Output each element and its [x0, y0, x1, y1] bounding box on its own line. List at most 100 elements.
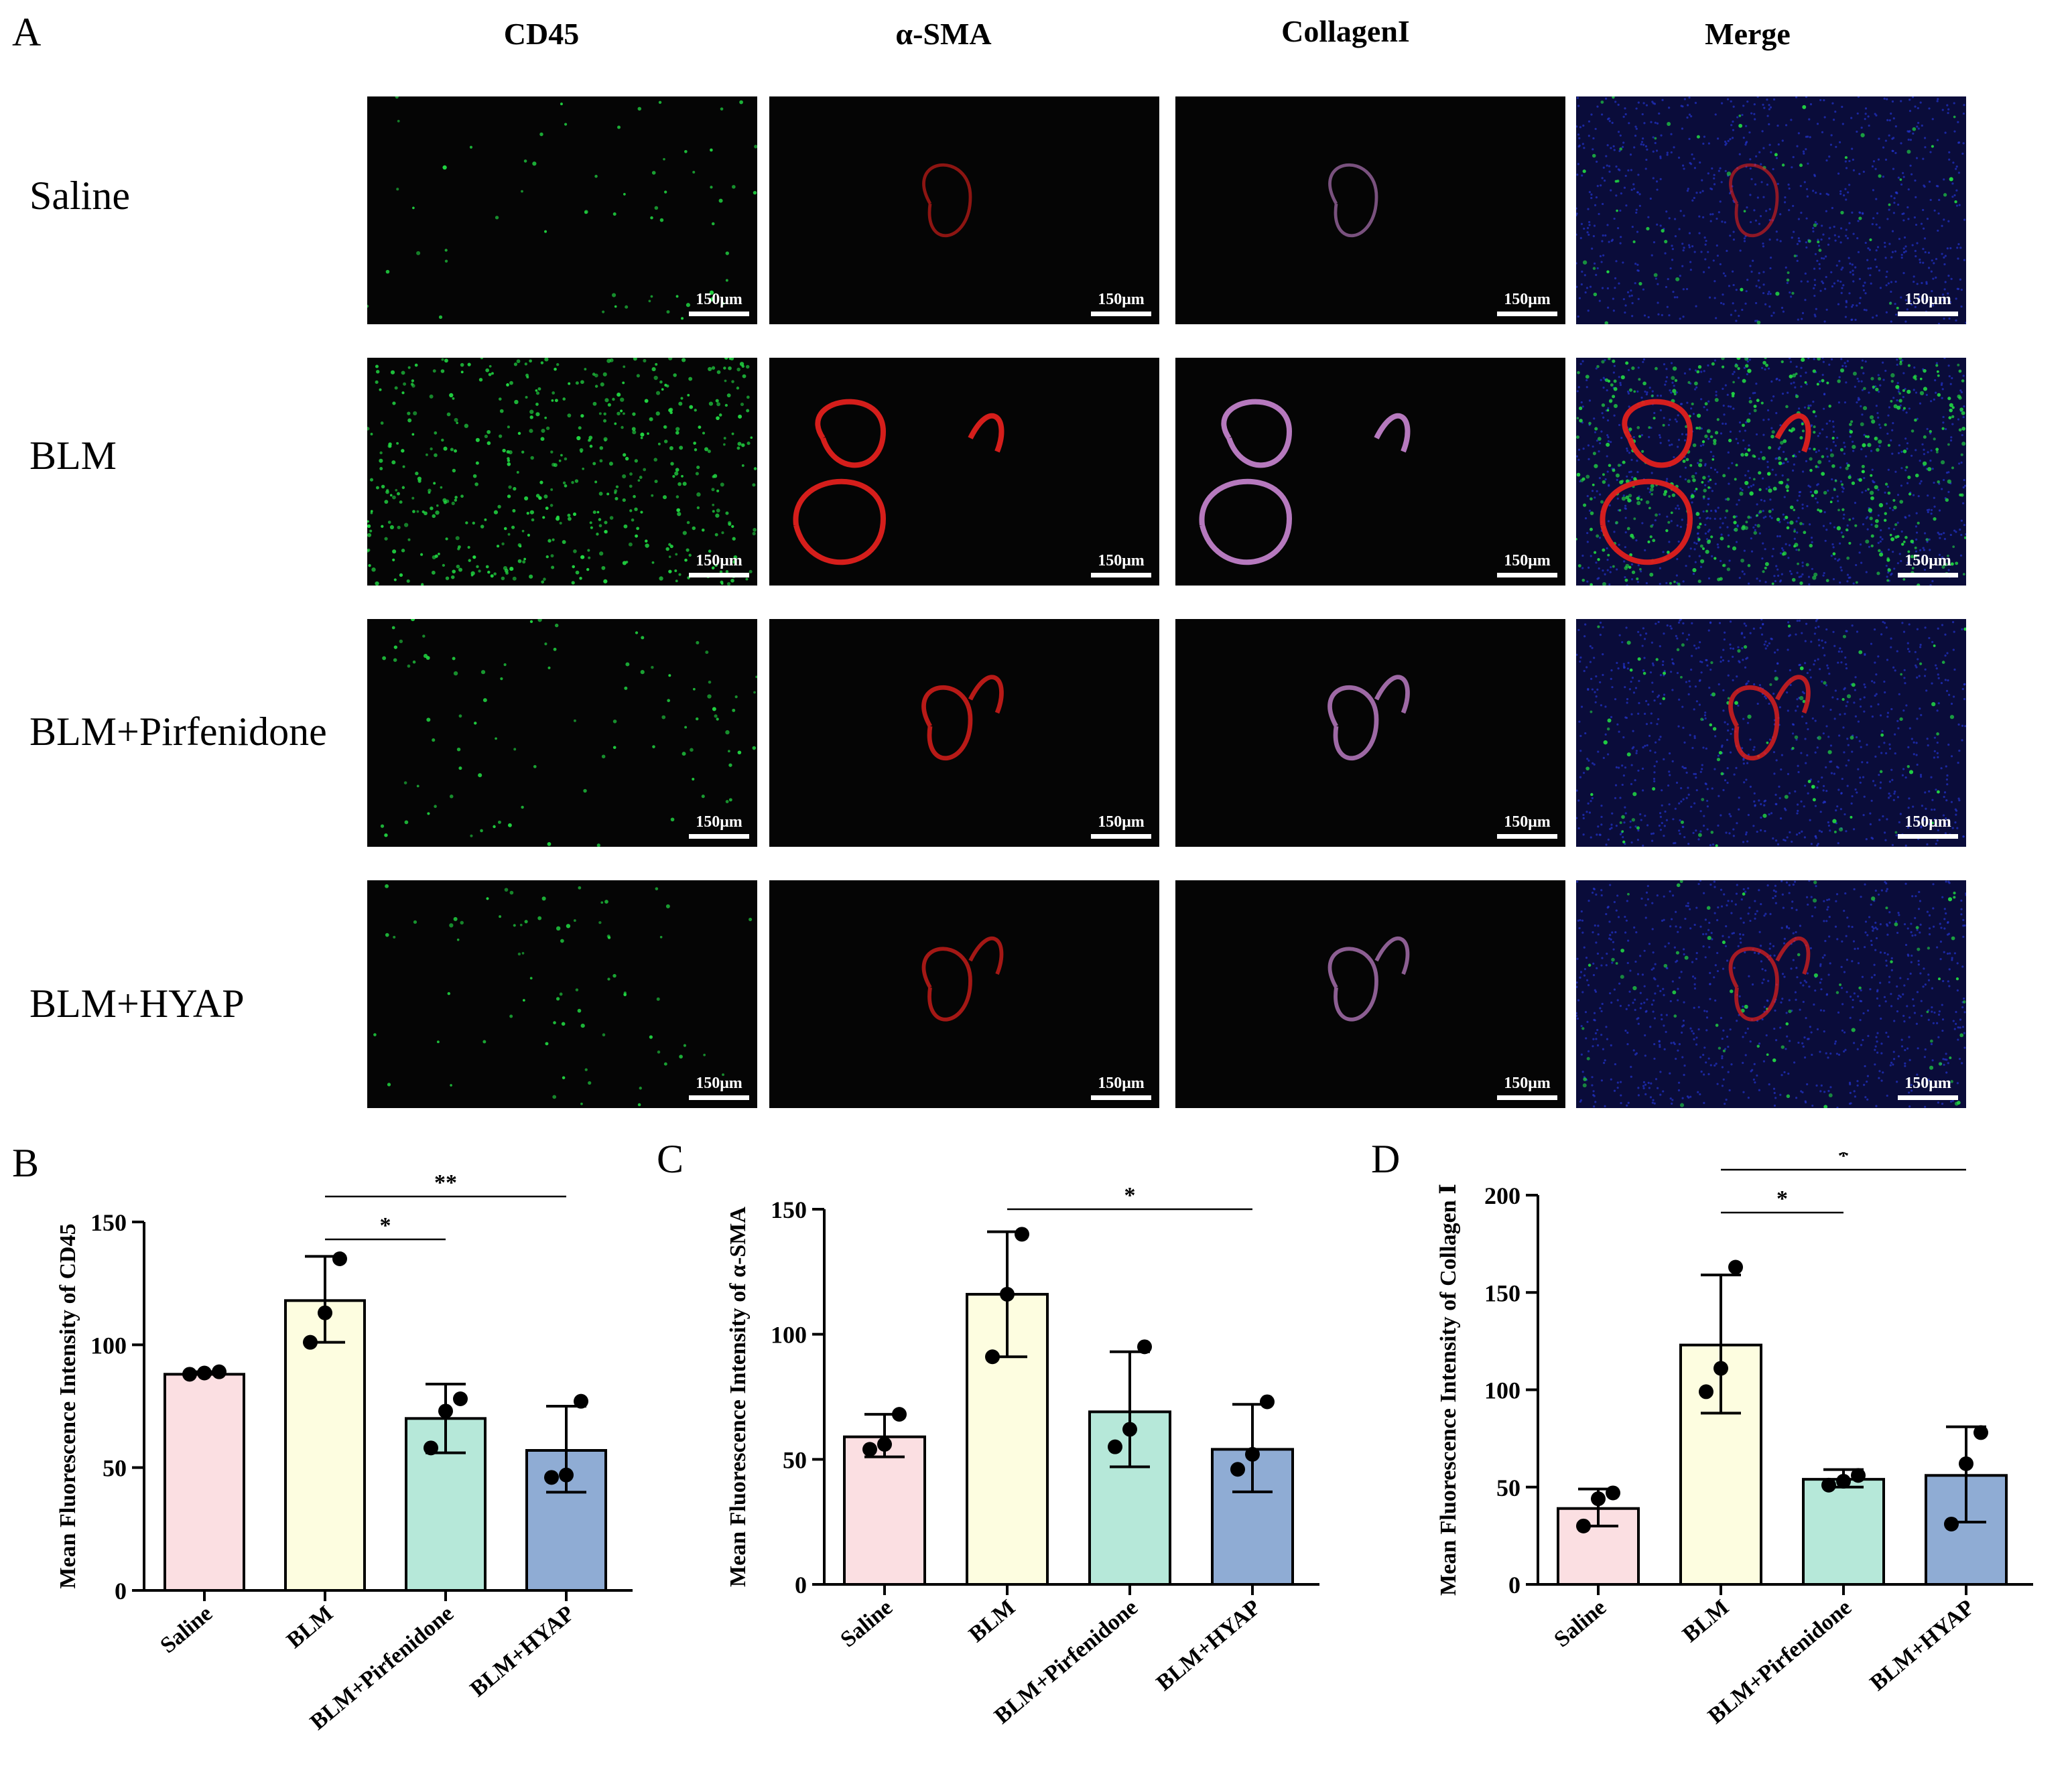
scale-bar: 150μm [1898, 814, 1958, 839]
y-tick-label: 150 [90, 1209, 127, 1236]
data-point [1728, 1259, 1743, 1275]
significance-label: * [380, 1213, 391, 1238]
chart-alpha-sma-svg: 0 50 100 150 Mean Fluorescence Intensity of … [726, 1183, 1319, 1729]
scale-bar: 150μm [1091, 553, 1151, 577]
scale-bar-line [1898, 312, 1958, 316]
data-point [1000, 1286, 1015, 1302]
column-header-collagen: CollagenI [1281, 14, 1410, 48]
data-point [197, 1365, 212, 1381]
data-point [424, 1440, 438, 1456]
data-point [1851, 1468, 1866, 1483]
scale-bar-line [1898, 834, 1958, 839]
micrograph-blm-pirfenidone-alpha-sma: 150μm [769, 619, 1159, 847]
micrograph-blm-merge: 150μm [1576, 358, 1966, 586]
scale-bar-label: 150μm [696, 813, 742, 831]
scale-bar: 150μm [689, 814, 749, 839]
micrograph-blm-alpha-sma: 150μm [769, 358, 1159, 586]
data-point [574, 1393, 588, 1409]
data-point [559, 1467, 574, 1483]
y-tick-label: 150 [771, 1196, 807, 1223]
micrograph-blm-hyap-cd45: 150μm [367, 880, 757, 1108]
scale-bar-line [1898, 1095, 1958, 1100]
scale-bar-label: 150μm [1904, 1075, 1951, 1092]
scale-bar-line [689, 834, 749, 839]
y-tick-label: 0 [115, 1578, 127, 1604]
scale-bar: 150μm [1091, 1075, 1151, 1100]
data-point [1821, 1477, 1836, 1493]
bar [284, 1299, 366, 1592]
data-point [438, 1404, 453, 1419]
scale-bar: 150μm [1898, 291, 1958, 316]
data-point [332, 1251, 347, 1266]
data-point [1015, 1227, 1029, 1242]
scale-bar: 150μm [1497, 814, 1557, 839]
panel-b-letter: B [12, 1141, 40, 1185]
scale-bar: 150μm [1091, 814, 1151, 839]
micrograph-saline-collagen: 150μm [1175, 96, 1565, 324]
data-point [1959, 1456, 1973, 1471]
micrograph-blm-pirfenidone-merge: 150μm [1576, 619, 1966, 847]
bar [843, 1435, 926, 1586]
scale-bar-label: 150μm [1504, 291, 1551, 308]
micrograph-blm-hyap-collagen: 150μm [1175, 880, 1565, 1108]
significance-label: * [1838, 1152, 1850, 1168]
scale-bar-label: 150μm [1504, 813, 1551, 831]
panel-a-letter: A [12, 10, 42, 54]
data-point [1108, 1439, 1122, 1454]
y-tick-label: 100 [771, 1322, 807, 1349]
data-point [1122, 1422, 1137, 1437]
panel-c-letter: C [657, 1137, 684, 1181]
scale-bar-label: 150μm [1904, 813, 1951, 831]
data-point [1137, 1339, 1152, 1355]
data-point [453, 1391, 468, 1406]
y-tick-label: 150 [1484, 1280, 1520, 1306]
scale-bar-label: 150μm [696, 291, 742, 308]
scale-bar-line [1091, 312, 1151, 316]
y-tick-label: 100 [1484, 1377, 1520, 1404]
column-header-merge: Merge [1705, 17, 1791, 51]
row-label-blm-pirfenidone: BLM+Pirfenidone [29, 709, 327, 754]
significance-label: * [1776, 1186, 1788, 1211]
data-point [1260, 1394, 1275, 1410]
x-tick-label: BLM+HYAP [466, 1601, 579, 1702]
data-point [1230, 1462, 1245, 1477]
micrograph-saline-cd45: 150μm [367, 96, 757, 324]
y-tick-label: 100 [90, 1332, 127, 1359]
x-tick-label: Saline [155, 1601, 217, 1658]
x-tick-label: Saline [836, 1595, 897, 1652]
scale-bar-line [1091, 573, 1151, 577]
micrograph-blm-pirfenidone-cd45: 150μm [367, 619, 757, 847]
micrograph-blm-pirfenidone-collagen: 150μm [1175, 619, 1565, 847]
scale-bar: 150μm [1497, 553, 1557, 577]
micrograph-saline-merge: 150μm [1576, 96, 1966, 324]
scale-bar-line [1091, 834, 1151, 839]
chart-collagen: 0 50 100 150 200 Mean Fluorescence Intensity … [1421, 1144, 2064, 1769]
data-point [985, 1349, 1000, 1365]
data-point [1576, 1518, 1591, 1533]
data-point [862, 1442, 877, 1457]
micrograph-blm-collagen: 150μm [1175, 358, 1565, 586]
panel-d-letter: D [1371, 1137, 1401, 1181]
y-tick-label: 50 [103, 1455, 127, 1482]
scale-bar-label: 150μm [1098, 291, 1145, 308]
scale-bar: 150μm [1091, 291, 1151, 316]
scale-bar-line [689, 312, 749, 316]
chart-alpha-sma: 0 50 100 150 Mean Fluorescence Intensity of … [710, 1152, 1380, 1769]
column-header-alpha-sma: α-SMA [895, 17, 992, 51]
scale-bar-line [1497, 573, 1557, 577]
y-tick-label: 50 [1496, 1475, 1520, 1501]
scale-bar-label: 150μm [1504, 552, 1551, 569]
scale-bar-label: 150μm [1098, 813, 1145, 831]
data-point [303, 1335, 318, 1350]
chart-cd45: 0 50 100 150 Mean Fluorescence Intensity of … [40, 1152, 670, 1769]
y-tick-label: 0 [1508, 1572, 1520, 1598]
scale-bar-line [1497, 312, 1557, 316]
data-point [1591, 1491, 1606, 1507]
x-tick-label: BLM+HYAP [1866, 1595, 1979, 1696]
data-point [544, 1470, 559, 1485]
row-label-blm-hyap: BLM+HYAP [29, 981, 245, 1026]
scale-bar: 150μm [1497, 1075, 1557, 1100]
row-label-saline: Saline [29, 174, 130, 218]
data-point [1713, 1361, 1728, 1376]
x-tick-label: Saline [1549, 1595, 1611, 1652]
